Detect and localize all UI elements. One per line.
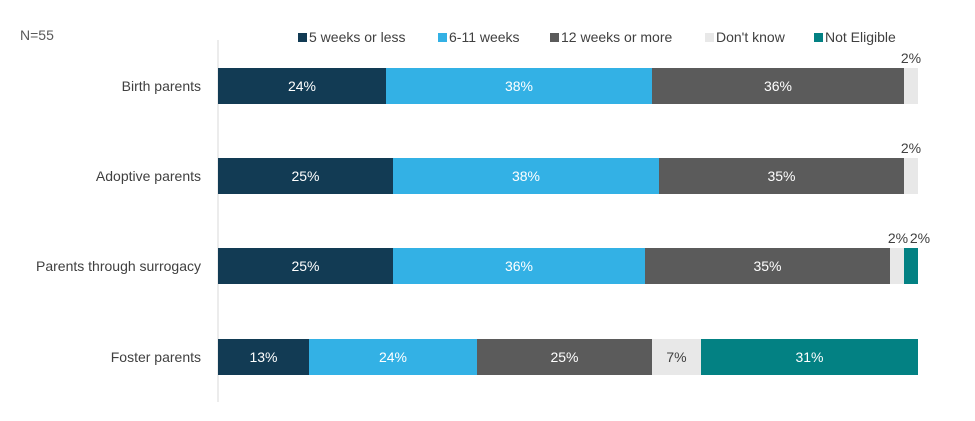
data-label-parents-through-surrogacy-6-11-weeks: 36% xyxy=(505,258,533,274)
data-label-parents-through-surrogacy-12-weeks-or-more: 35% xyxy=(753,258,781,274)
bar-birth-parents-12-weeks-or-more xyxy=(652,68,904,104)
data-label-foster-parents-not-eligible: 31% xyxy=(795,349,823,365)
bar-foster-parents-not-eligible xyxy=(701,339,918,375)
category-label-foster-parents: Foster parents xyxy=(111,349,201,365)
data-label-birth-parents-5-weeks-or-less: 24% xyxy=(288,78,316,94)
data-label-adoptive-parents-5-weeks-or-less: 25% xyxy=(291,168,319,184)
category-label-birth-parents: Birth parents xyxy=(122,78,201,94)
bar-adoptive-parents-6-11-weeks xyxy=(393,158,659,194)
data-label-parents-through-surrogacy-don-t-know: 2% xyxy=(888,230,908,246)
category-label-adoptive-parents: Adoptive parents xyxy=(96,168,201,184)
bar-birth-parents-don-t-know xyxy=(904,68,918,104)
category-labels: Birth parents Adoptive parents Parents thr… xyxy=(36,78,201,365)
legend-label-not-eligible: Not Eligible xyxy=(825,29,896,45)
data-label-foster-parents-5-weeks-or-less: 13% xyxy=(249,349,277,365)
legend-label-5-weeks-or-less: 5 weeks or less xyxy=(309,29,405,45)
data-label-parents-through-surrogacy-5-weeks-or-less: 25% xyxy=(291,258,319,274)
legend-swatch-12-weeks-or-more xyxy=(550,33,559,42)
bar-foster-parents-don-t-know xyxy=(652,339,701,375)
bar-adoptive-parents-don-t-know xyxy=(904,158,918,194)
bar-parents-through-surrogacy-don-t-know xyxy=(890,248,904,284)
bar-birth-parents-5-weeks-or-less xyxy=(218,68,386,104)
legend: 5 weeks or less 6-11 weeks 12 weeks or mor… xyxy=(298,29,896,45)
legend-swatch-5-weeks-or-less xyxy=(298,33,307,42)
bar-birth-parents-6-11-weeks xyxy=(386,68,652,104)
legend-label-12-weeks-or-more: 12 weeks or more xyxy=(561,29,672,45)
bar-parents-through-surrogacy-6-11-weeks xyxy=(393,248,645,284)
legend-swatch-not-eligible xyxy=(814,33,823,42)
bar-foster-parents-12-weeks-or-more xyxy=(477,339,652,375)
data-label-foster-parents-12-weeks-or-more: 25% xyxy=(550,349,578,365)
data-label-birth-parents-don-t-know: 2% xyxy=(901,50,921,66)
data-label-birth-parents-6-11-weeks: 38% xyxy=(505,78,533,94)
bar-parents-through-surrogacy-not-eligible xyxy=(904,248,918,284)
legend-swatch-don-t-know xyxy=(705,33,714,42)
data-label-adoptive-parents-6-11-weeks: 38% xyxy=(512,168,540,184)
bar-foster-parents-5-weeks-or-less xyxy=(218,339,309,375)
bar-adoptive-parents-5-weeks-or-less xyxy=(218,158,393,194)
bar-parents-through-surrogacy-12-weeks-or-more xyxy=(645,248,890,284)
data-label-adoptive-parents-don-t-know: 2% xyxy=(901,140,921,156)
data-label-parents-through-surrogacy-not-eligible: 2% xyxy=(910,230,930,246)
data-label-foster-parents-6-11-weeks: 24% xyxy=(379,349,407,365)
legend-label-6-11-weeks: 6-11 weeks xyxy=(449,29,520,45)
bar-parents-through-surrogacy-5-weeks-or-less xyxy=(218,248,393,284)
bar-adoptive-parents-12-weeks-or-more xyxy=(659,158,904,194)
bars: 24% 38% 36%2%25% 38% 35%2%25% 36% 35%2% 2%13% 24… xyxy=(218,50,930,375)
sample-size-note: N=55 xyxy=(20,27,54,43)
legend-label-don-t-know: Don't know xyxy=(716,29,786,45)
data-label-adoptive-parents-12-weeks-or-more: 35% xyxy=(767,168,795,184)
category-label-parents-through-surrogacy: Parents through surrogacy xyxy=(36,258,201,274)
bar-foster-parents-6-11-weeks xyxy=(309,339,477,375)
legend-swatch-6-11-weeks xyxy=(438,33,447,42)
data-label-foster-parents-don-t-know: 7% xyxy=(666,349,686,365)
data-label-birth-parents-12-weeks-or-more: 36% xyxy=(764,78,792,94)
